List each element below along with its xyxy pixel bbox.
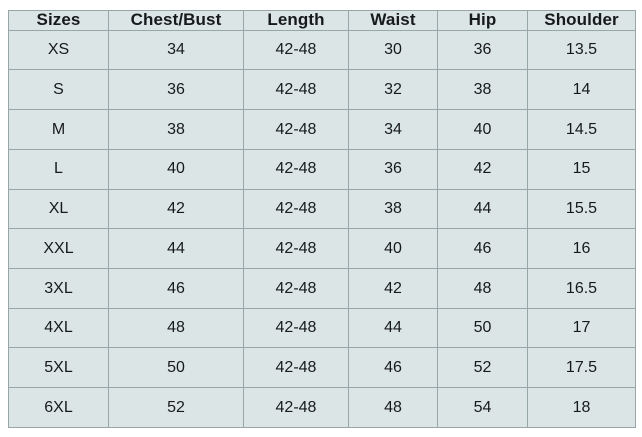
cell-waist: 30 <box>348 29 438 71</box>
column-header-length: Length <box>243 10 349 31</box>
table-row: L 40 42-48 36 42 15 <box>8 148 636 190</box>
table-row: XL 42 42-48 38 44 15.5 <box>8 188 636 230</box>
cell-shoulder: 16.5 <box>527 268 636 309</box>
cell-size: 5XL <box>8 347 109 389</box>
cell-waist: 44 <box>348 307 438 349</box>
cell-length: 42-48 <box>243 148 349 190</box>
table-row: 3XL 46 42-48 42 48 16.5 <box>8 268 636 309</box>
cell-size: XS <box>8 29 109 71</box>
cell-size: 4XL <box>8 307 109 349</box>
cell-length: 42-48 <box>243 228 349 269</box>
cell-chest: 34 <box>108 29 244 71</box>
table-row: S 36 42-48 32 38 14 <box>8 69 636 111</box>
cell-hip: 36 <box>437 29 528 71</box>
table-row: XXL 44 42-48 40 46 16 <box>8 228 636 269</box>
cell-chest: 44 <box>108 228 244 269</box>
column-header-size: Sizes <box>8 10 109 31</box>
cell-size: 3XL <box>8 268 109 309</box>
cell-hip: 38 <box>437 69 528 111</box>
cell-size: S <box>8 69 109 111</box>
cell-length: 42-48 <box>243 109 349 150</box>
cell-size: 6XL <box>8 387 109 428</box>
cell-chest: 40 <box>108 148 244 190</box>
header-row: Sizes Chest/Bust Length Waist Hip Should… <box>8 10 636 31</box>
cell-waist: 36 <box>348 148 438 190</box>
cell-waist: 46 <box>348 347 438 389</box>
column-header-hip: Hip <box>437 10 528 31</box>
cell-length: 42-48 <box>243 347 349 389</box>
cell-chest: 52 <box>108 387 244 428</box>
cell-shoulder: 14.5 <box>527 109 636 150</box>
cell-chest: 48 <box>108 307 244 349</box>
table-row: M 38 42-48 34 40 14.5 <box>8 109 636 150</box>
cell-chest: 38 <box>108 109 244 150</box>
cell-shoulder: 15.5 <box>527 188 636 230</box>
cell-hip: 48 <box>437 268 528 309</box>
cell-chest: 36 <box>108 69 244 111</box>
cell-hip: 50 <box>437 307 528 349</box>
size-chart-container: Sizes Chest/Bust Length Waist Hip Should… <box>8 10 636 428</box>
table-header: Sizes Chest/Bust Length Waist Hip Should… <box>8 10 636 31</box>
size-chart-table: Sizes Chest/Bust Length Waist Hip Should… <box>8 10 636 428</box>
cell-hip: 44 <box>437 188 528 230</box>
table-row: 4XL 48 42-48 44 50 17 <box>8 307 636 349</box>
cell-shoulder: 17.5 <box>527 347 636 389</box>
cell-hip: 42 <box>437 148 528 190</box>
cell-shoulder: 18 <box>527 387 636 428</box>
column-header-shoulder: Shoulder <box>527 10 636 31</box>
cell-shoulder: 15 <box>527 148 636 190</box>
cell-length: 42-48 <box>243 307 349 349</box>
cell-waist: 40 <box>348 228 438 269</box>
cell-length: 42-48 <box>243 69 349 111</box>
cell-shoulder: 14 <box>527 69 636 111</box>
cell-waist: 38 <box>348 188 438 230</box>
cell-hip: 46 <box>437 228 528 269</box>
table-row: XS 34 42-48 30 36 13.5 <box>8 29 636 71</box>
column-header-waist: Waist <box>348 10 438 31</box>
cell-shoulder: 13.5 <box>527 29 636 71</box>
cell-waist: 48 <box>348 387 438 428</box>
cell-waist: 42 <box>348 268 438 309</box>
cell-hip: 54 <box>437 387 528 428</box>
cell-length: 42-48 <box>243 387 349 428</box>
cell-chest: 50 <box>108 347 244 389</box>
cell-chest: 42 <box>108 188 244 230</box>
cell-length: 42-48 <box>243 188 349 230</box>
column-header-chest: Chest/Bust <box>108 10 244 31</box>
cell-size: L <box>8 148 109 190</box>
cell-hip: 52 <box>437 347 528 389</box>
cell-size: XL <box>8 188 109 230</box>
cell-chest: 46 <box>108 268 244 309</box>
cell-hip: 40 <box>437 109 528 150</box>
cell-waist: 32 <box>348 69 438 111</box>
cell-waist: 34 <box>348 109 438 150</box>
table-body: XS 34 42-48 30 36 13.5 S 36 42-48 32 38 … <box>8 29 636 428</box>
cell-length: 42-48 <box>243 268 349 309</box>
cell-shoulder: 16 <box>527 228 636 269</box>
cell-size: M <box>8 109 109 150</box>
table-row: 6XL 52 42-48 48 54 18 <box>8 387 636 428</box>
cell-shoulder: 17 <box>527 307 636 349</box>
table-row: 5XL 50 42-48 46 52 17.5 <box>8 347 636 389</box>
cell-length: 42-48 <box>243 29 349 71</box>
cell-size: XXL <box>8 228 109 269</box>
